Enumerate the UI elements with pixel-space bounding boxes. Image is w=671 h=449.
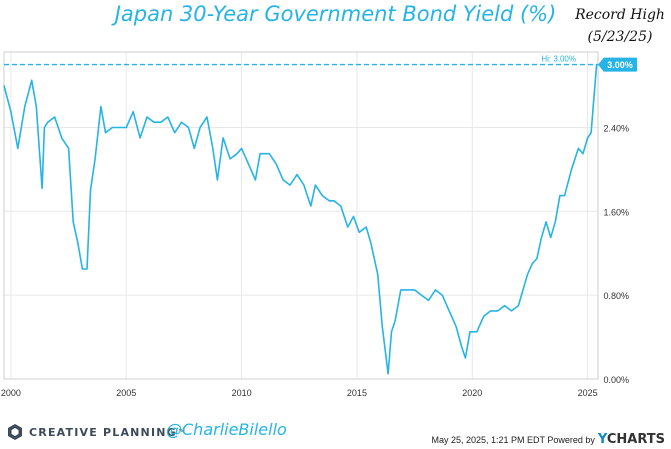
annotation-line-1: Record High <box>575 7 665 23</box>
grid-layer <box>4 52 598 379</box>
high-reference-group: Hi: 3.00% <box>4 55 598 66</box>
x-tick-label: 2005 <box>116 388 136 398</box>
ycharts-logo: YCHARTS <box>598 432 665 447</box>
y-tick-label: 2.40% <box>603 123 629 133</box>
brand-name: CREATIVE PLANNING <box>29 425 177 439</box>
high-reference-label: Hi: 3.00% <box>541 55 576 64</box>
y-axis: 0.00% 0.80% 1.60% 2.40% <box>603 123 629 385</box>
current-value-group: 3.00% <box>598 57 637 72</box>
x-axis: 2000 2005 2010 2015 2020 2025 <box>1 388 598 398</box>
creative-planning-logo-icon <box>8 424 22 440</box>
record-high-annotation: Record High (5/23/25) <box>572 4 668 48</box>
x-tick-label: 2025 <box>578 388 598 398</box>
timestamp: May 25, 2025, 1:21 PM EDT Powered by <box>431 435 595 445</box>
series-layer <box>3 64 598 375</box>
annotation-line-2: (5/23/25) <box>587 29 653 45</box>
ycharts-y: Y <box>597 432 607 447</box>
plot-frame <box>3 51 599 380</box>
y-tick-label: 0.80% <box>603 291 629 301</box>
x-tick-label: 2015 <box>347 388 367 398</box>
current-value-label: 3.00% <box>607 60 633 70</box>
chart-title: Japan 30-Year Government Bond Yield (%) <box>114 2 557 26</box>
current-value-badge <box>603 57 637 72</box>
y-tick-label: 0.00% <box>603 375 629 385</box>
x-tick-label: 2000 <box>1 388 21 398</box>
x-tick-label: 2010 <box>232 388 252 398</box>
y-tick-label: 1.60% <box>603 207 629 217</box>
source-attribution: May 25, 2025, 1:21 PM EDT Powered by YCH… <box>431 432 665 447</box>
current-value-pointer <box>598 58 603 71</box>
trademark: ™ <box>177 428 185 436</box>
creative-planning-logo: CREATIVE PLANNING ™ <box>6 421 185 443</box>
x-tick-label: 2020 <box>462 388 482 398</box>
twitter-handle: @CharlieBilello <box>166 420 287 439</box>
ycharts-rest: CHARTS <box>606 432 665 447</box>
series-line <box>3 64 598 375</box>
